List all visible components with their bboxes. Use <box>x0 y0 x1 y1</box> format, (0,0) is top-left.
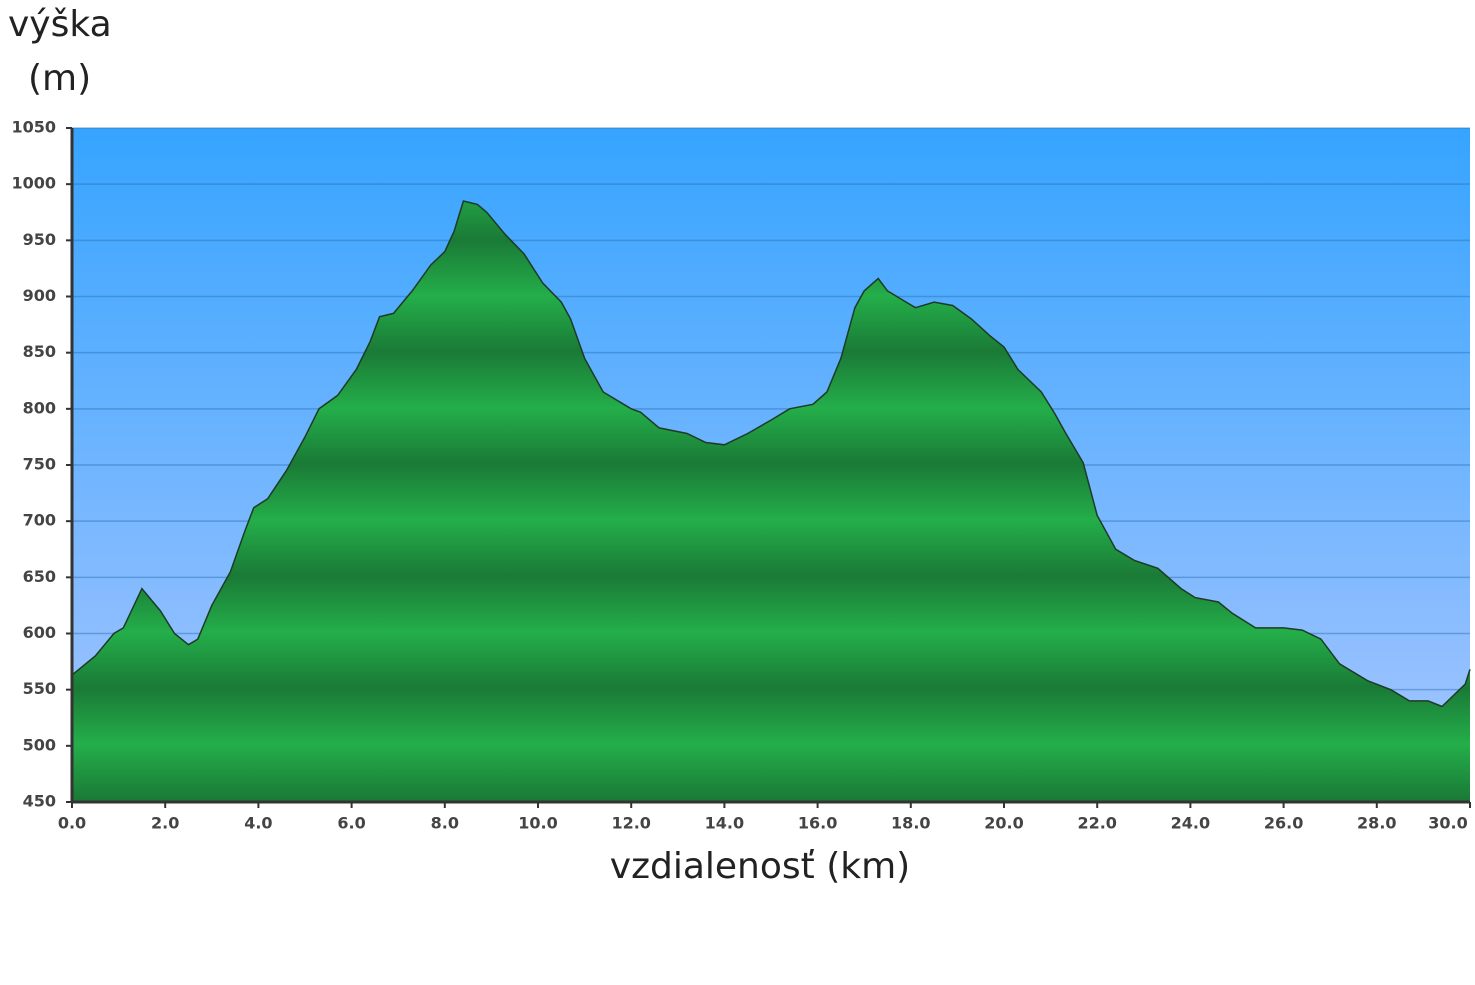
x-tick-label: 0.0 <box>58 814 86 833</box>
x-tick-label: 12.0 <box>611 814 650 833</box>
x-tick-label: 6.0 <box>337 814 365 833</box>
y-tick-label: 550 <box>23 679 56 698</box>
area <box>72 201 1470 802</box>
y-tick-label: 700 <box>23 511 56 530</box>
y-tick-label: 1000 <box>11 174 56 193</box>
y-tick-label: 650 <box>23 567 56 586</box>
x-tick-label: 18.0 <box>891 814 930 833</box>
x-tick-label: 30.0 <box>1428 814 1467 833</box>
x-tick-label: 22.0 <box>1077 814 1116 833</box>
x-tick-label: 16.0 <box>798 814 837 833</box>
y-tick-label: 600 <box>23 623 56 642</box>
x-tick-label: 20.0 <box>984 814 1023 833</box>
y-axis-label: (m) <box>28 58 91 99</box>
x-tick-label: 28.0 <box>1357 814 1396 833</box>
x-tick-label: 8.0 <box>431 814 459 833</box>
y-axis-label: výška <box>8 4 112 45</box>
y-tick-label: 800 <box>23 398 56 417</box>
y-tick-label: 500 <box>23 735 56 754</box>
area-outline <box>71 200 1471 708</box>
y-tick-label: 900 <box>23 286 56 305</box>
x-tick-label: 2.0 <box>151 814 179 833</box>
x-tick-label: 4.0 <box>244 814 272 833</box>
y-tick-label: 750 <box>23 455 56 474</box>
x-tick-label: 10.0 <box>518 814 557 833</box>
x-tick-label: 26.0 <box>1264 814 1303 833</box>
x-tick-label: 24.0 <box>1171 814 1210 833</box>
x-axis-label: vzdialenosť (km) <box>610 846 910 887</box>
y-tick-label: 850 <box>23 342 56 361</box>
y-tick-label: 950 <box>23 230 56 249</box>
x-tick-label: 14.0 <box>705 814 744 833</box>
y-tick-label: 450 <box>23 792 56 811</box>
y-tick-label: 1050 <box>11 118 56 137</box>
